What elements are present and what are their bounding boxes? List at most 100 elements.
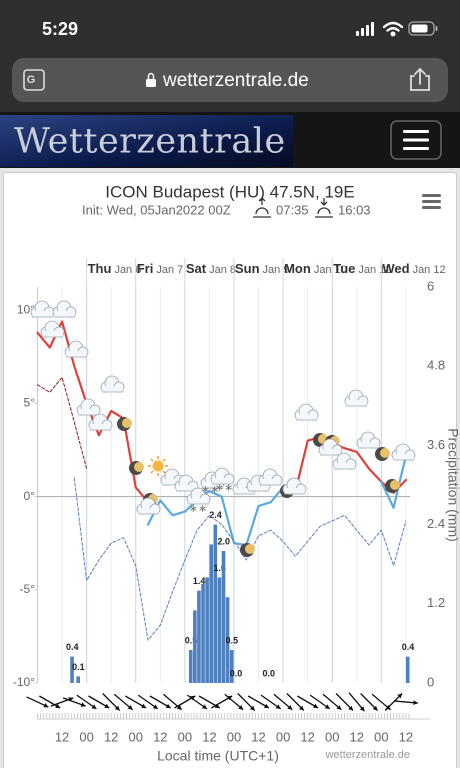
wind-head: [397, 693, 403, 699]
y2-tick-label: 3.6: [427, 437, 445, 452]
url-bar[interactable]: [12, 58, 448, 102]
precip-label: 2.4: [209, 510, 222, 520]
wind-head: [263, 703, 269, 708]
logo-text: Wetterzentrale: [14, 122, 286, 162]
share-icon[interactable]: [410, 67, 430, 91]
wind-arrow: [149, 695, 172, 709]
y2-tick-label: 1.2: [427, 595, 445, 610]
x-tick-label: 12: [251, 729, 265, 744]
translate-icon[interactable]: G: [23, 69, 45, 91]
logo[interactable]: [0, 115, 293, 167]
cloud-base: [260, 479, 281, 485]
wind-head: [413, 700, 418, 706]
wind-head: [324, 704, 330, 709]
day-label: Wed Jan 12: [382, 261, 445, 276]
precip-bar: [70, 656, 74, 683]
cloud-base: [358, 442, 379, 448]
precip-label: 0.1: [72, 662, 85, 672]
cloud-base: [393, 454, 414, 460]
wind-arrow: [309, 694, 331, 710]
wind-head: [176, 705, 182, 710]
wind-head: [152, 704, 158, 709]
weather-icon: [210, 467, 235, 485]
day-label: Sun Jan 9: [235, 261, 289, 276]
y-tick-label: 5°: [24, 396, 36, 410]
weather-icon: [100, 375, 125, 393]
weather-icon: [282, 477, 307, 495]
weather-icon: [88, 413, 113, 431]
y-tick-label: 0°: [24, 489, 36, 503]
precip-bar: [205, 577, 209, 683]
precip-bar: [217, 577, 222, 683]
cloud-base: [138, 508, 159, 514]
snow-icon: ∗∗: [201, 484, 219, 496]
precip-bar: [221, 551, 226, 683]
wind-arrow: [113, 693, 134, 711]
precip-bar: [405, 656, 410, 683]
wind-arrow: [102, 693, 121, 711]
svg-text:G: G: [27, 74, 36, 86]
snow-icon: ∗∗: [189, 503, 207, 515]
precip-bar: [188, 650, 193, 683]
sunrise-time: 07:35: [276, 202, 309, 217]
cloud-base: [176, 485, 197, 491]
weather-icon: [344, 389, 369, 407]
wind-arrow: [62, 697, 86, 707]
lock-icon: [146, 72, 156, 87]
x-tick-label: 00: [276, 729, 290, 744]
chart-title: ICON Budapest (HU) 47.5N, 19E: [105, 182, 354, 201]
url-text[interactable]: wetterzentrale.de: [162, 70, 309, 91]
day-date: Jan 10: [314, 264, 347, 276]
weather-icon: [240, 543, 255, 557]
weather-icon: [52, 300, 77, 318]
wind-arrow: [273, 693, 293, 711]
y-tick-label: -5°: [20, 582, 36, 596]
moon-light: [122, 418, 132, 428]
moon-light: [390, 480, 400, 490]
cloud-base: [296, 414, 317, 420]
weather-icon: [294, 403, 319, 421]
wind-arrow: [224, 693, 244, 711]
precip-label: 1.4: [193, 576, 206, 586]
x-tick-label: 00: [79, 729, 93, 744]
wifi-icon: [382, 21, 404, 37]
x-tick-label: 12: [202, 729, 216, 744]
day-label: Sat Jan 8: [186, 261, 236, 276]
wind-head: [55, 703, 61, 708]
sunset-icon: [315, 198, 333, 218]
weather-icon: [186, 487, 211, 505]
wind-arrow: [76, 694, 97, 710]
wind-arrow: [384, 693, 403, 711]
precip-bar: [213, 524, 218, 683]
weather-icon: [136, 497, 161, 515]
sunrise-icon: [253, 197, 271, 218]
cloud-base: [66, 351, 87, 357]
wind-arrow: [39, 695, 61, 709]
battery-icon: [408, 21, 438, 36]
cloud-base: [32, 311, 53, 317]
day-name: Wed: [382, 261, 409, 276]
precip-label: 1.6: [213, 563, 226, 573]
menu-button[interactable]: [390, 120, 442, 160]
moon-light: [380, 448, 390, 458]
wind-head: [43, 703, 49, 708]
snow-icon: ∗∗: [215, 482, 233, 494]
sun: [152, 460, 164, 472]
day-label: Tue Jan 11: [333, 261, 390, 276]
cloud-base: [188, 498, 209, 504]
x-tick-label: 12: [104, 729, 118, 744]
x-tick-label: 12: [399, 729, 413, 744]
cloud-base: [78, 409, 99, 415]
x-tick-label: 00: [178, 729, 192, 744]
wind-arrow: [186, 694, 208, 710]
precip-bar: [201, 584, 205, 683]
weather-icon: [64, 340, 89, 358]
wind-head: [372, 705, 378, 711]
chart-menu[interactable]: [422, 194, 441, 209]
cloud-base: [54, 311, 75, 317]
precip-label: 0.5: [226, 635, 239, 645]
temperature-line: [146, 454, 407, 547]
wind-head: [104, 703, 110, 708]
sunset-time: 16:03: [338, 202, 371, 217]
wind-head: [313, 703, 319, 708]
